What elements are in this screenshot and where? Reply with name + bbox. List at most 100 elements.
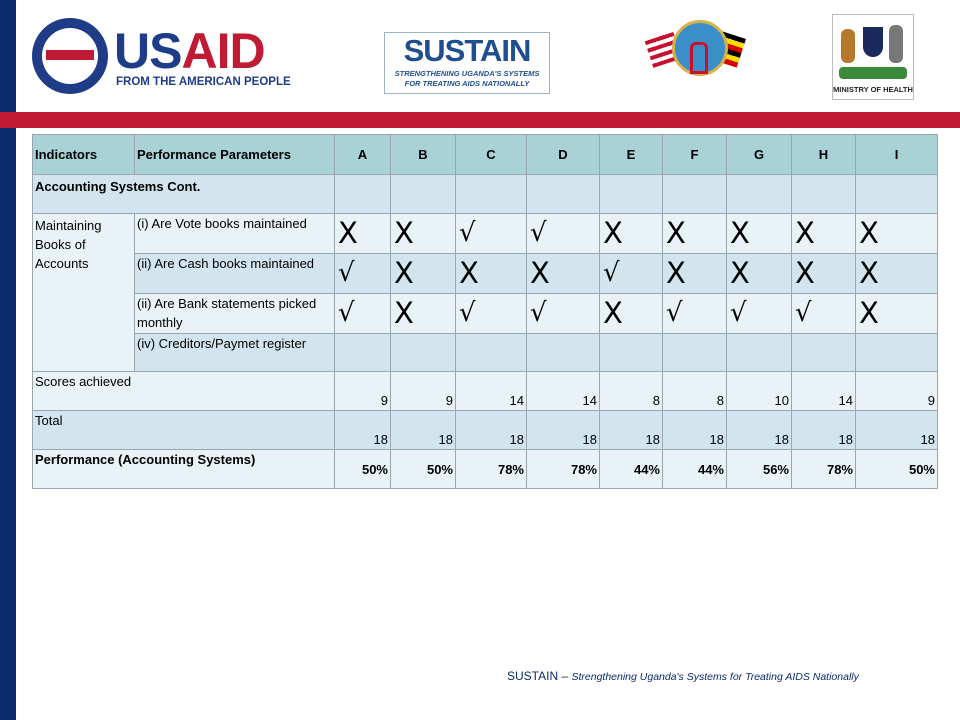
mark-cell <box>334 333 391 372</box>
performance-cell: 50% <box>390 449 456 489</box>
total-label: Total <box>32 410 335 450</box>
total-cell: 18 <box>855 410 938 450</box>
mark-cell: √ <box>599 253 663 294</box>
mark-cell: X <box>726 253 792 294</box>
section-title: Accounting Systems Cont. <box>32 174 335 214</box>
mark-cell: √ <box>334 293 391 334</box>
performance-cell: 44% <box>599 449 663 489</box>
mark-cell <box>726 333 792 372</box>
shield-icon <box>863 27 883 57</box>
mark-cell <box>455 333 527 372</box>
score-cell: 8 <box>662 371 727 411</box>
usaid-seal-icon <box>32 18 108 94</box>
performance-cell: 56% <box>726 449 792 489</box>
mark-cell <box>526 333 600 372</box>
performance-row: Performance (Accounting Systems) 50% 50%… <box>32 449 938 489</box>
table-row: Maintaining Books of Accounts (i) Are Vo… <box>32 213 938 372</box>
parameter-label: (ii) Are Cash books maintained <box>134 253 335 294</box>
section-row: Accounting Systems Cont. <box>32 174 938 214</box>
performance-cell: 50% <box>855 449 938 489</box>
footer-dash: – <box>558 669 572 683</box>
score-cell: 8 <box>599 371 663 411</box>
mark-cell: √ <box>526 293 600 334</box>
header-col-g: G <box>726 134 792 175</box>
scores-label: Scores achieved <box>32 371 335 411</box>
header-col-b: B <box>390 134 456 175</box>
performance-cell: 78% <box>526 449 600 489</box>
sustain-tagline-1: STRENGTHENING UGANDA'S SYSTEMS <box>394 69 540 78</box>
total-cell: 18 <box>662 410 727 450</box>
parameter-label: (i) Are Vote books maintained <box>134 213 335 254</box>
footer-brand: SUSTAIN <box>507 669 559 683</box>
mark-cell: √ <box>726 293 792 334</box>
mark-cell <box>855 333 938 372</box>
mark-cell: X <box>855 293 938 334</box>
table-row: (ii) Are Cash books maintained √ X X X √… <box>33 253 938 294</box>
usaid-logo: USAID FROM THE AMERICAN PEOPLE <box>32 12 291 98</box>
mark-cell <box>390 333 456 372</box>
kob-icon <box>841 29 855 63</box>
indicator-label: Maintaining Books of Accounts <box>32 213 135 372</box>
mark-cell: √ <box>455 293 527 334</box>
score-cell: 14 <box>455 371 527 411</box>
mark-cell: √ <box>334 253 391 294</box>
score-cell: 9 <box>390 371 456 411</box>
mark-cell: X <box>526 253 600 294</box>
mark-cell: X <box>390 253 456 294</box>
mark-cell: X <box>855 253 938 294</box>
parameter-label: (ii) Are Bank statements picked monthly <box>134 293 335 334</box>
header-col-c: C <box>455 134 527 175</box>
score-cell: 10 <box>726 371 792 411</box>
table-row: (ii) Are Bank statements picked monthly … <box>33 293 938 334</box>
header-divider <box>0 112 960 128</box>
header-parameters: Performance Parameters <box>134 134 335 175</box>
usaid-tagline: FROM THE AMERICAN PEOPLE <box>116 76 291 88</box>
total-cell: 18 <box>526 410 600 450</box>
total-cell: 18 <box>334 410 391 450</box>
left-accent-bar <box>0 0 16 720</box>
performance-cell: 78% <box>791 449 856 489</box>
mark-cell: X <box>390 213 456 254</box>
total-cell: 18 <box>791 410 856 450</box>
header-col-a: A <box>334 134 391 175</box>
score-cell: 9 <box>334 371 391 411</box>
sustain-logo: SUSTAIN STRENGTHENING UGANDA'S SYSTEMS F… <box>384 32 550 94</box>
performance-label: Performance (Accounting Systems) <box>32 449 335 489</box>
score-cell: 9 <box>855 371 938 411</box>
table-header-row: Indicators Performance Parameters A B C … <box>32 134 938 175</box>
sustain-wordmark: SUSTAIN <box>403 33 532 68</box>
table-row: (iv) Creditors/Paymet register <box>33 333 938 372</box>
mark-cell: X <box>791 253 856 294</box>
mark-cell <box>599 333 663 372</box>
score-cell: 14 <box>526 371 600 411</box>
performance-cell: 44% <box>662 449 727 489</box>
mark-cell: X <box>334 213 391 254</box>
performance-cell: 50% <box>334 449 391 489</box>
header-col-i: I <box>855 134 938 175</box>
performance-cell: 78% <box>455 449 527 489</box>
header-col-d: D <box>526 134 600 175</box>
moh-label: MINISTRY OF HEALTH <box>833 85 913 94</box>
sustain-tagline-2: FOR TREATING AIDS NATIONALLY <box>404 79 530 88</box>
footer: SUSTAIN – Strengthening Uganda's Systems… <box>507 669 859 683</box>
parameter-label: (iv) Creditors/Paymet register <box>134 333 335 372</box>
mark-cell <box>662 333 727 372</box>
total-cell: 18 <box>455 410 527 450</box>
scores-row: Scores achieved 9 9 14 14 8 8 10 14 9 <box>32 371 938 411</box>
mark-cell: √ <box>791 293 856 334</box>
mark-cell: X <box>726 213 792 254</box>
score-cell: 14 <box>791 371 856 411</box>
header-col-h: H <box>791 134 856 175</box>
total-cell: 18 <box>390 410 456 450</box>
mark-cell: X <box>791 213 856 254</box>
mark-cell: X <box>390 293 456 334</box>
header-col-e: E <box>599 134 663 175</box>
mark-cell: X <box>599 213 663 254</box>
mark-cell: X <box>855 213 938 254</box>
mark-cell: X <box>455 253 527 294</box>
usaid-wordmark: USAID <box>114 23 266 79</box>
partnership-emblem-icon <box>644 14 746 98</box>
total-cell: 18 <box>726 410 792 450</box>
mark-cell: X <box>599 293 663 334</box>
mark-cell: X <box>662 213 727 254</box>
